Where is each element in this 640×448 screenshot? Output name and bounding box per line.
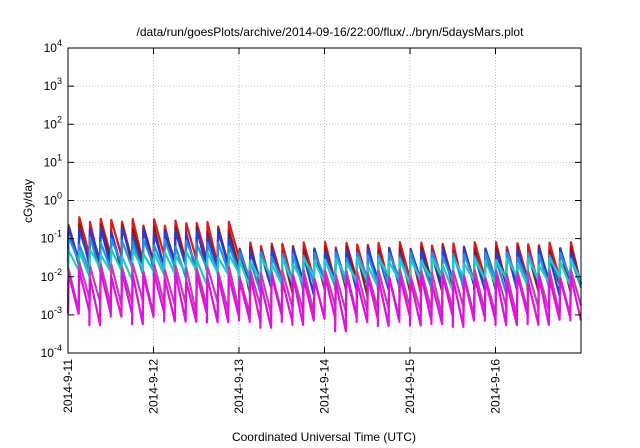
x-tick-label: 2014-9-11 [61,359,75,413]
x-axis-label: Coordinated Universal Time (UTC) [232,430,416,444]
chart-title: /data/run/goesPlots/archive/2014-09-16/2… [137,25,525,39]
x-tick-label: 2014-9-16 [489,359,503,414]
y-tick-label: 10-2 [41,267,62,284]
series-line [66,269,583,333]
x-tick-label: 2014-9-15 [403,359,417,414]
y-tick-label: 104 [44,38,62,55]
x-tick-label: 2014-9-13 [232,359,246,414]
series-group [66,216,583,333]
y-axis-label: cGy/day [21,179,35,223]
y-tick-label: 103 [44,76,62,93]
y-tick-label: 100 [44,191,62,208]
axes: 10-4 10-3 10-2 10-1 100 101 102 103 104 2014-9-11… [41,38,581,414]
y-tick-label: 10-4 [41,343,62,360]
x-tick-label: 2014-9-14 [318,359,332,414]
y-tick-label: 102 [44,114,62,131]
x-tick-label: 2014-9-12 [147,359,161,414]
y-tick-label: 101 [44,152,62,169]
y-tick-label: 10-3 [41,305,62,322]
y-tick-label: 10-1 [41,229,62,246]
